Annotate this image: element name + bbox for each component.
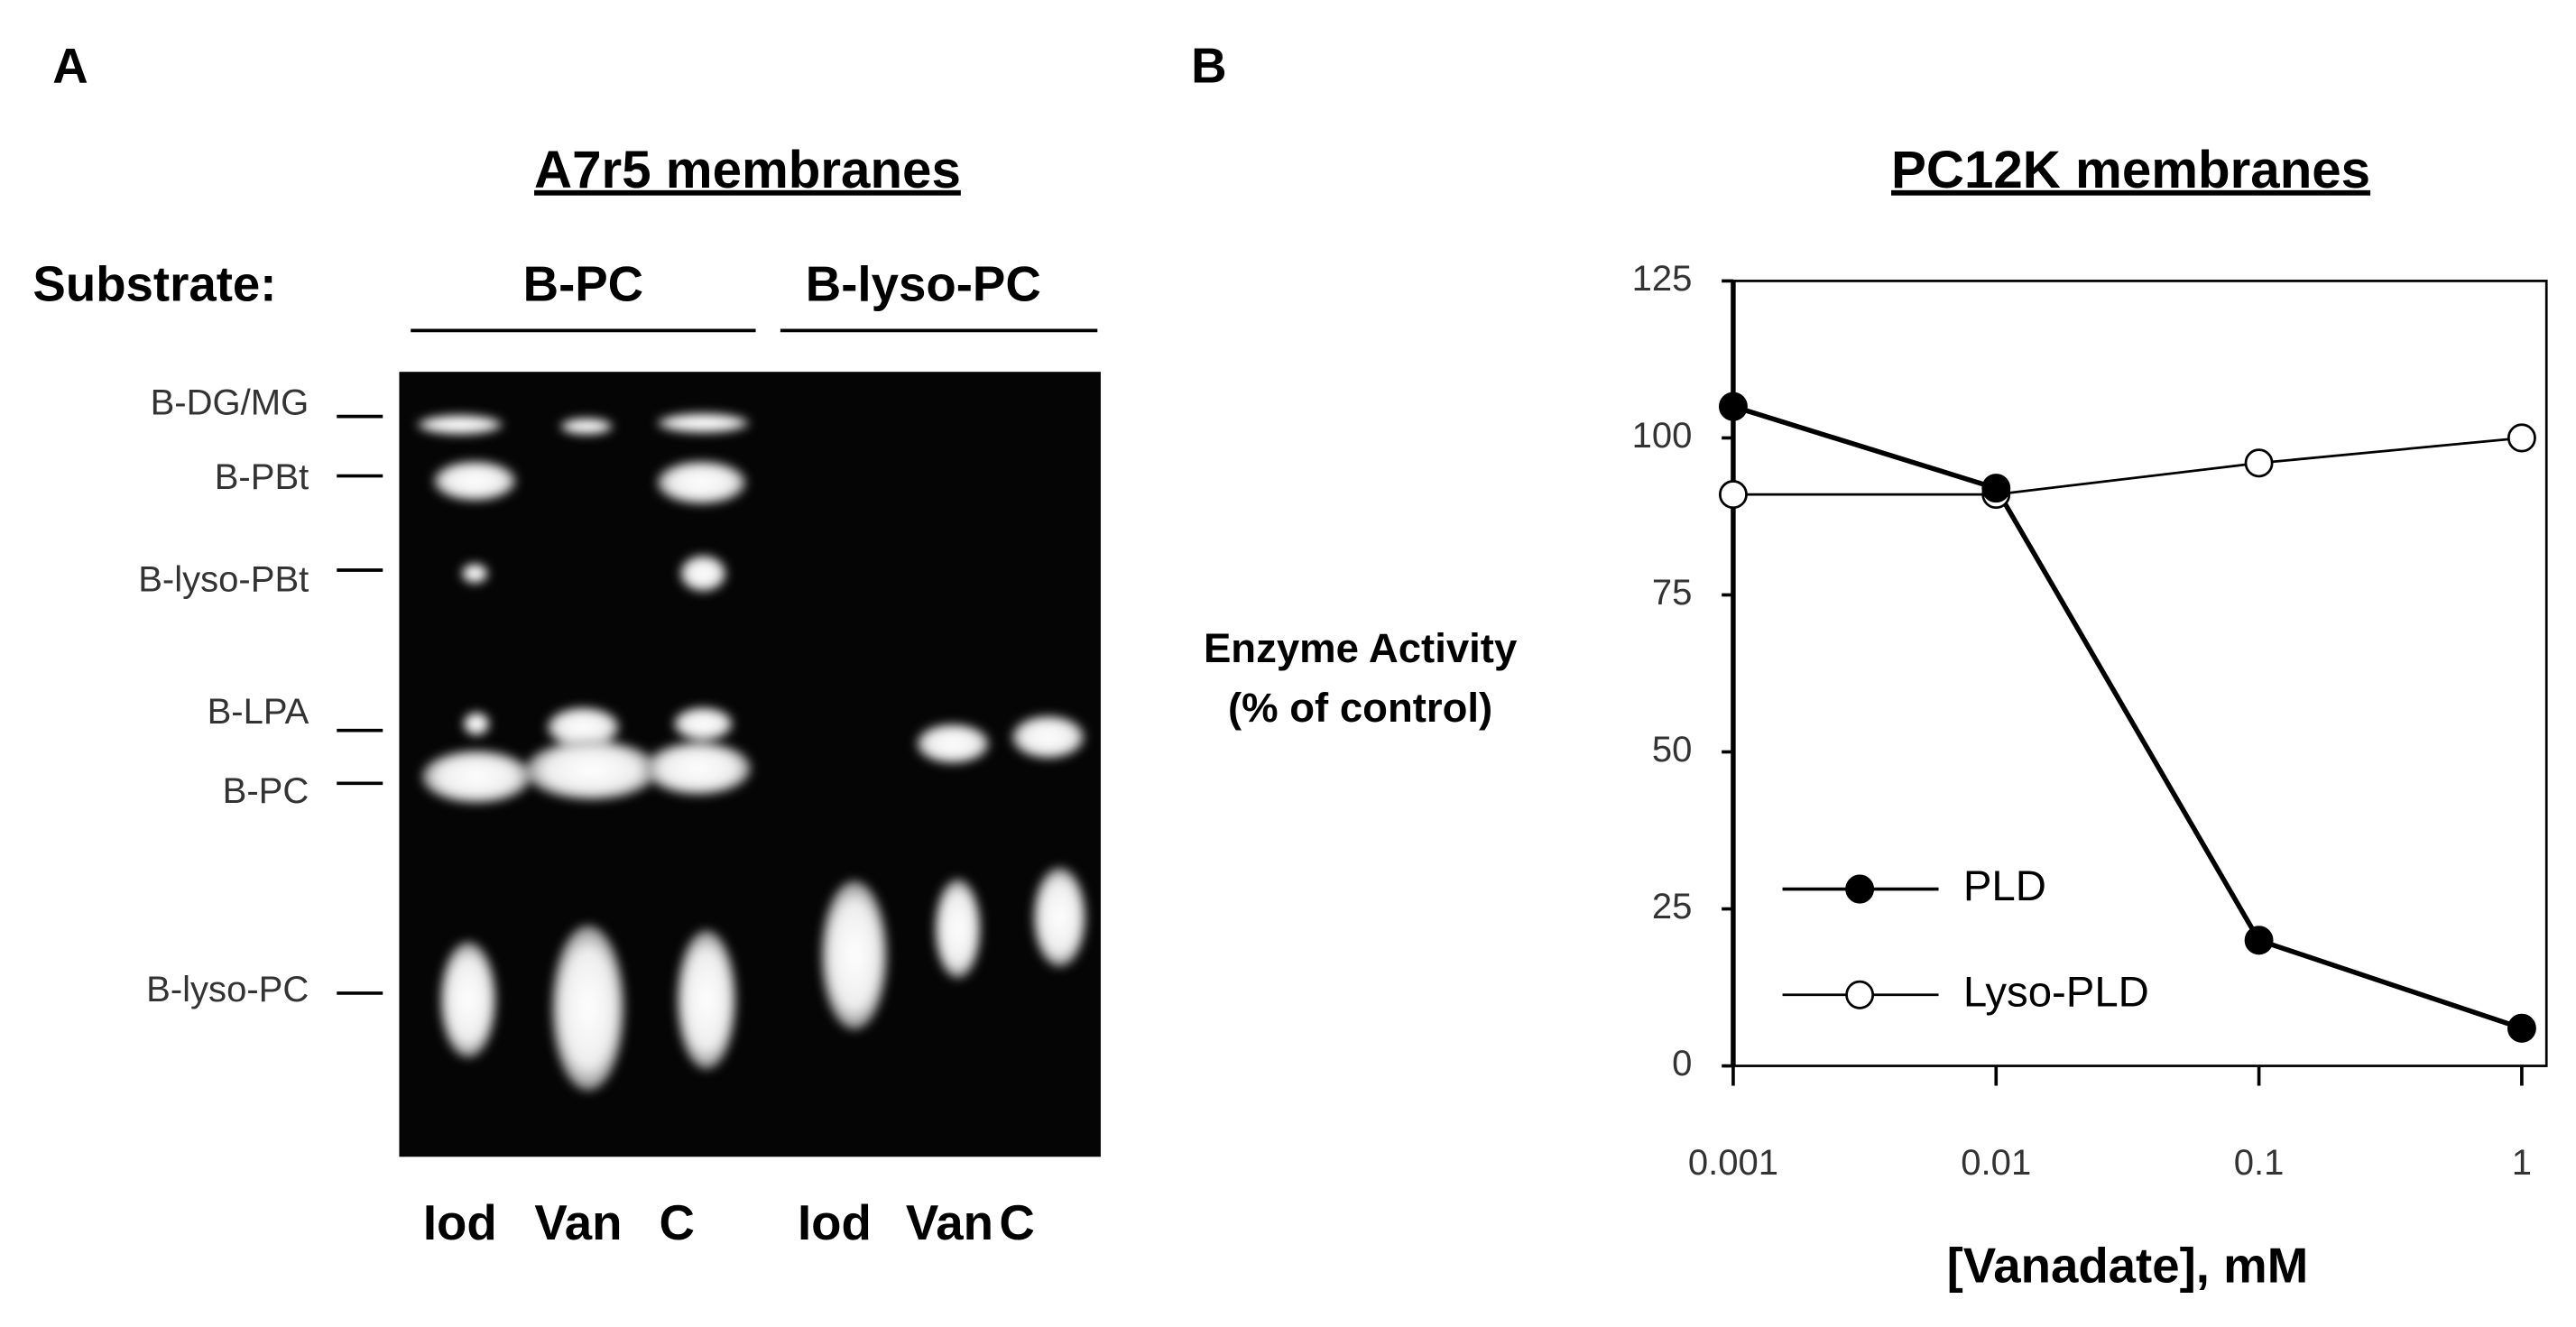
y-tick-label: 25	[1652, 886, 1693, 926]
series-line	[1732, 437, 2523, 496]
data-point	[2244, 448, 2274, 478]
legend-label: PLD	[1963, 862, 2046, 910]
lane-label: Van	[906, 1194, 993, 1250]
lane-label: Iod	[798, 1194, 872, 1250]
x-tick-label: 0.1	[2234, 1142, 2285, 1183]
chart-title: PC12K membranes	[1891, 141, 2370, 199]
x-tick-label: 1	[2512, 1142, 2532, 1183]
y-tick-label: 100	[1632, 415, 1693, 456]
band-label: B-LPA	[208, 691, 309, 732]
data-point	[2244, 926, 2274, 955]
data-point	[1719, 480, 1748, 510]
lane-label: C	[659, 1194, 694, 1250]
band-label: B-lyso-PBt	[138, 558, 309, 599]
legend-marker	[1845, 980, 1875, 1009]
band-label: B-lyso-PC	[146, 969, 309, 1009]
y-tick-label: 125	[1632, 258, 1693, 299]
band-label: B-PBt	[215, 456, 309, 497]
y-tick-label: 0	[1672, 1043, 1692, 1083]
x-tick-label: 0.01	[1961, 1142, 2031, 1183]
legend-marker	[1845, 874, 1875, 904]
lane-label: C	[999, 1194, 1034, 1250]
data-point	[2507, 423, 2536, 453]
group-label: B-PC	[523, 255, 643, 311]
panel-label: B	[1191, 37, 1226, 93]
data-point	[1981, 474, 2011, 503]
x-axis-label: [Vanadate], mM	[1947, 1237, 2309, 1293]
plot-frame	[1731, 280, 2548, 1067]
data-point	[1719, 392, 1748, 421]
x-tick-label: 0.001	[1688, 1142, 1778, 1183]
y-tick-label: 75	[1652, 572, 1693, 613]
gel	[399, 372, 1101, 1157]
group-label: B-lyso-PC	[806, 255, 1041, 311]
band-label: B-PC	[223, 770, 309, 811]
data-point	[2507, 1013, 2536, 1043]
y-axis-label: (% of control)	[1228, 685, 1492, 731]
substrate-label: Substrate:	[32, 255, 276, 311]
panel-title: A7r5 membranes	[534, 141, 961, 199]
legend-label: Lyso-PLD	[1963, 968, 2149, 1016]
panel-label: A	[52, 37, 88, 93]
lane-label: Van	[534, 1194, 622, 1250]
series-line	[1732, 404, 2523, 1031]
y-tick-label: 50	[1652, 729, 1693, 769]
band-label: B-DG/MG	[151, 382, 309, 422]
lane-label: Iod	[423, 1194, 497, 1250]
y-axis-label: Enzyme Activity	[1204, 625, 1518, 671]
